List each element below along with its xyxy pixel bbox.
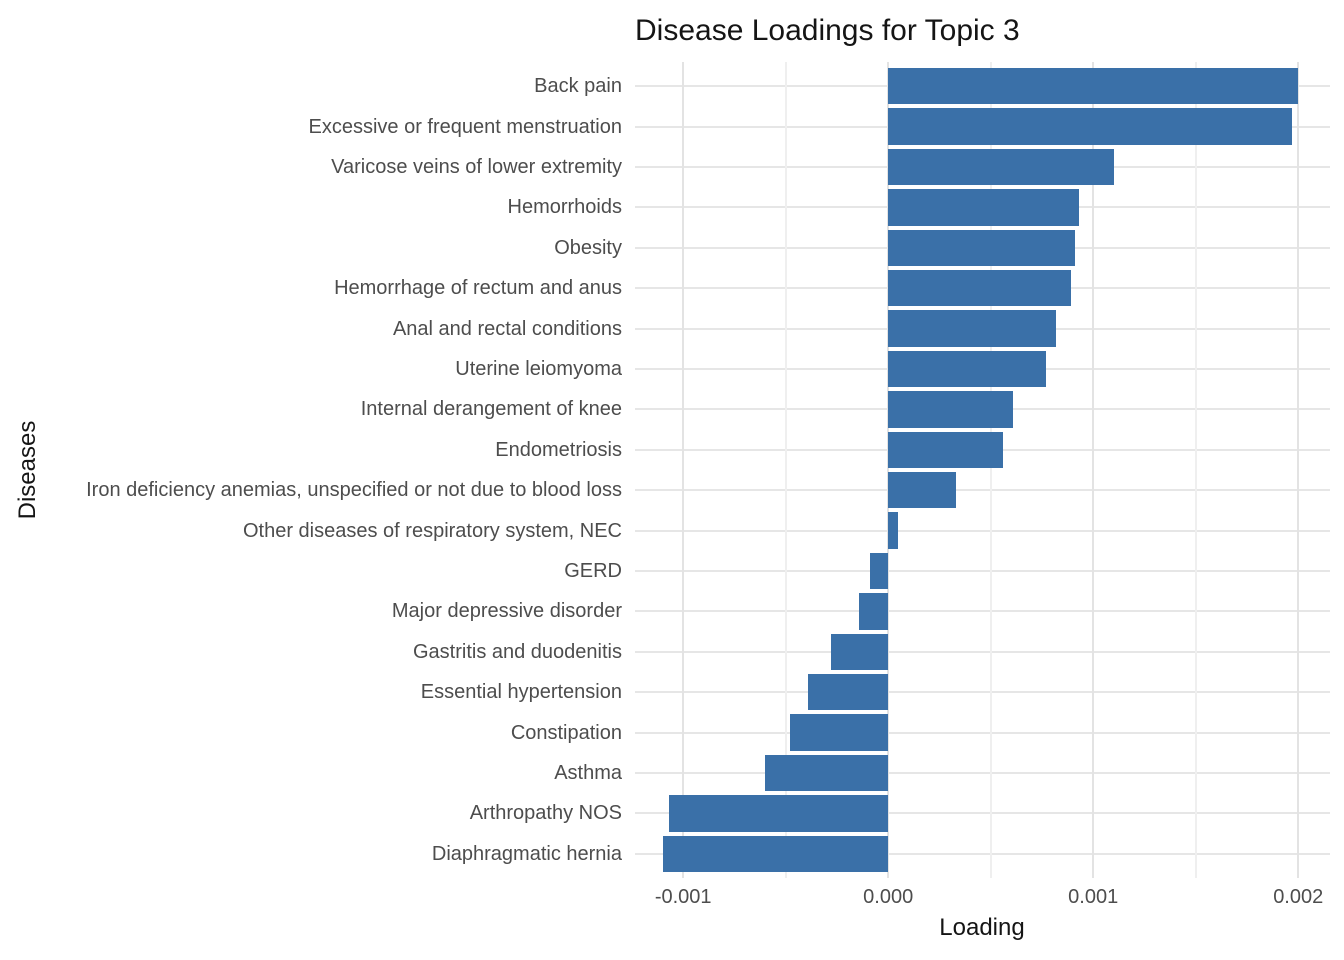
plot-panel — [635, 62, 1330, 878]
x-tick-label: 0.000 — [863, 886, 914, 908]
bar — [808, 674, 889, 711]
x-tick-label: -0.001 — [654, 886, 712, 908]
bar — [869, 552, 889, 590]
y-tick-label: Excessive or frequent menstruation — [308, 115, 623, 138]
y-tick-label: Obesity — [554, 236, 622, 259]
bar — [888, 189, 1079, 226]
y-gridline — [635, 489, 1330, 492]
x-gridline-major — [682, 62, 685, 878]
x-gridline-minor — [989, 62, 992, 878]
bar — [888, 472, 956, 509]
y-tick-label: Diaphragmatic hernia — [431, 842, 622, 865]
y-gridline — [635, 650, 1330, 653]
x-gridline-major — [1297, 62, 1300, 878]
y-tick-label: Gastritis and duodenitis — [412, 640, 622, 663]
bar — [888, 391, 1014, 428]
y-gridline — [635, 529, 1330, 532]
bar — [888, 431, 1003, 468]
y-tick-label: Asthma — [554, 761, 622, 784]
y-tick-label: Uterine leiomyoma — [455, 358, 622, 380]
y-gridline — [635, 812, 1330, 815]
x-gridline-major — [1092, 62, 1095, 878]
y-tick-label: Endometriosis — [495, 438, 622, 461]
x-tick-label: 0.001 — [1068, 886, 1119, 908]
y-tick-label: Anal and rectal conditions — [392, 317, 622, 340]
x-gridline-major — [887, 62, 890, 878]
y-tick-label: Hemorrhoids — [507, 196, 622, 219]
bar — [859, 593, 889, 630]
bar — [789, 714, 889, 751]
y-tick-label: Internal derangement of knee — [360, 398, 622, 421]
bar — [668, 795, 889, 832]
x-tick-label: 0.002 — [1273, 886, 1324, 908]
bar — [888, 512, 899, 549]
bar — [888, 310, 1057, 347]
chart-title: Disease Loadings for Topic 3 — [635, 14, 1020, 47]
y-gridline — [635, 691, 1330, 694]
bar — [888, 270, 1071, 307]
y-tick-label: Back pain — [534, 75, 622, 98]
y-gridline — [635, 610, 1330, 613]
y-gridline — [635, 731, 1330, 734]
x-gridline-minor — [784, 62, 787, 878]
y-gridline — [635, 569, 1330, 572]
y-axis-title: Diseases — [14, 420, 41, 520]
bar — [662, 835, 889, 872]
y-tick-label: Varicose veins of lower extremity — [331, 156, 622, 179]
y-gridline — [635, 852, 1330, 855]
bar — [888, 229, 1075, 266]
y-tick-label: Arthropathy NOS — [469, 802, 622, 825]
x-gridline-minor — [1194, 62, 1197, 878]
bar — [888, 68, 1299, 105]
y-tick-label: Hemorrhage of rectum and anus — [334, 277, 622, 300]
bar — [830, 633, 889, 670]
bar — [888, 350, 1047, 388]
y-tick-label: Major depressive disorder — [391, 600, 622, 623]
y-tick-label: Constipation — [510, 721, 622, 744]
bar — [765, 754, 889, 792]
y-gridline — [635, 771, 1330, 774]
y-tick-label: Essential hypertension — [420, 681, 622, 704]
bar — [888, 148, 1114, 186]
y-tick-label: Other diseases of respiratory system, NE… — [242, 519, 622, 542]
x-axis-title: Loading — [939, 914, 1025, 941]
y-tick-label: Iron deficiency anemias, unspecified or … — [86, 479, 622, 502]
bar — [888, 108, 1293, 145]
y-tick-label: GERD — [564, 559, 622, 582]
